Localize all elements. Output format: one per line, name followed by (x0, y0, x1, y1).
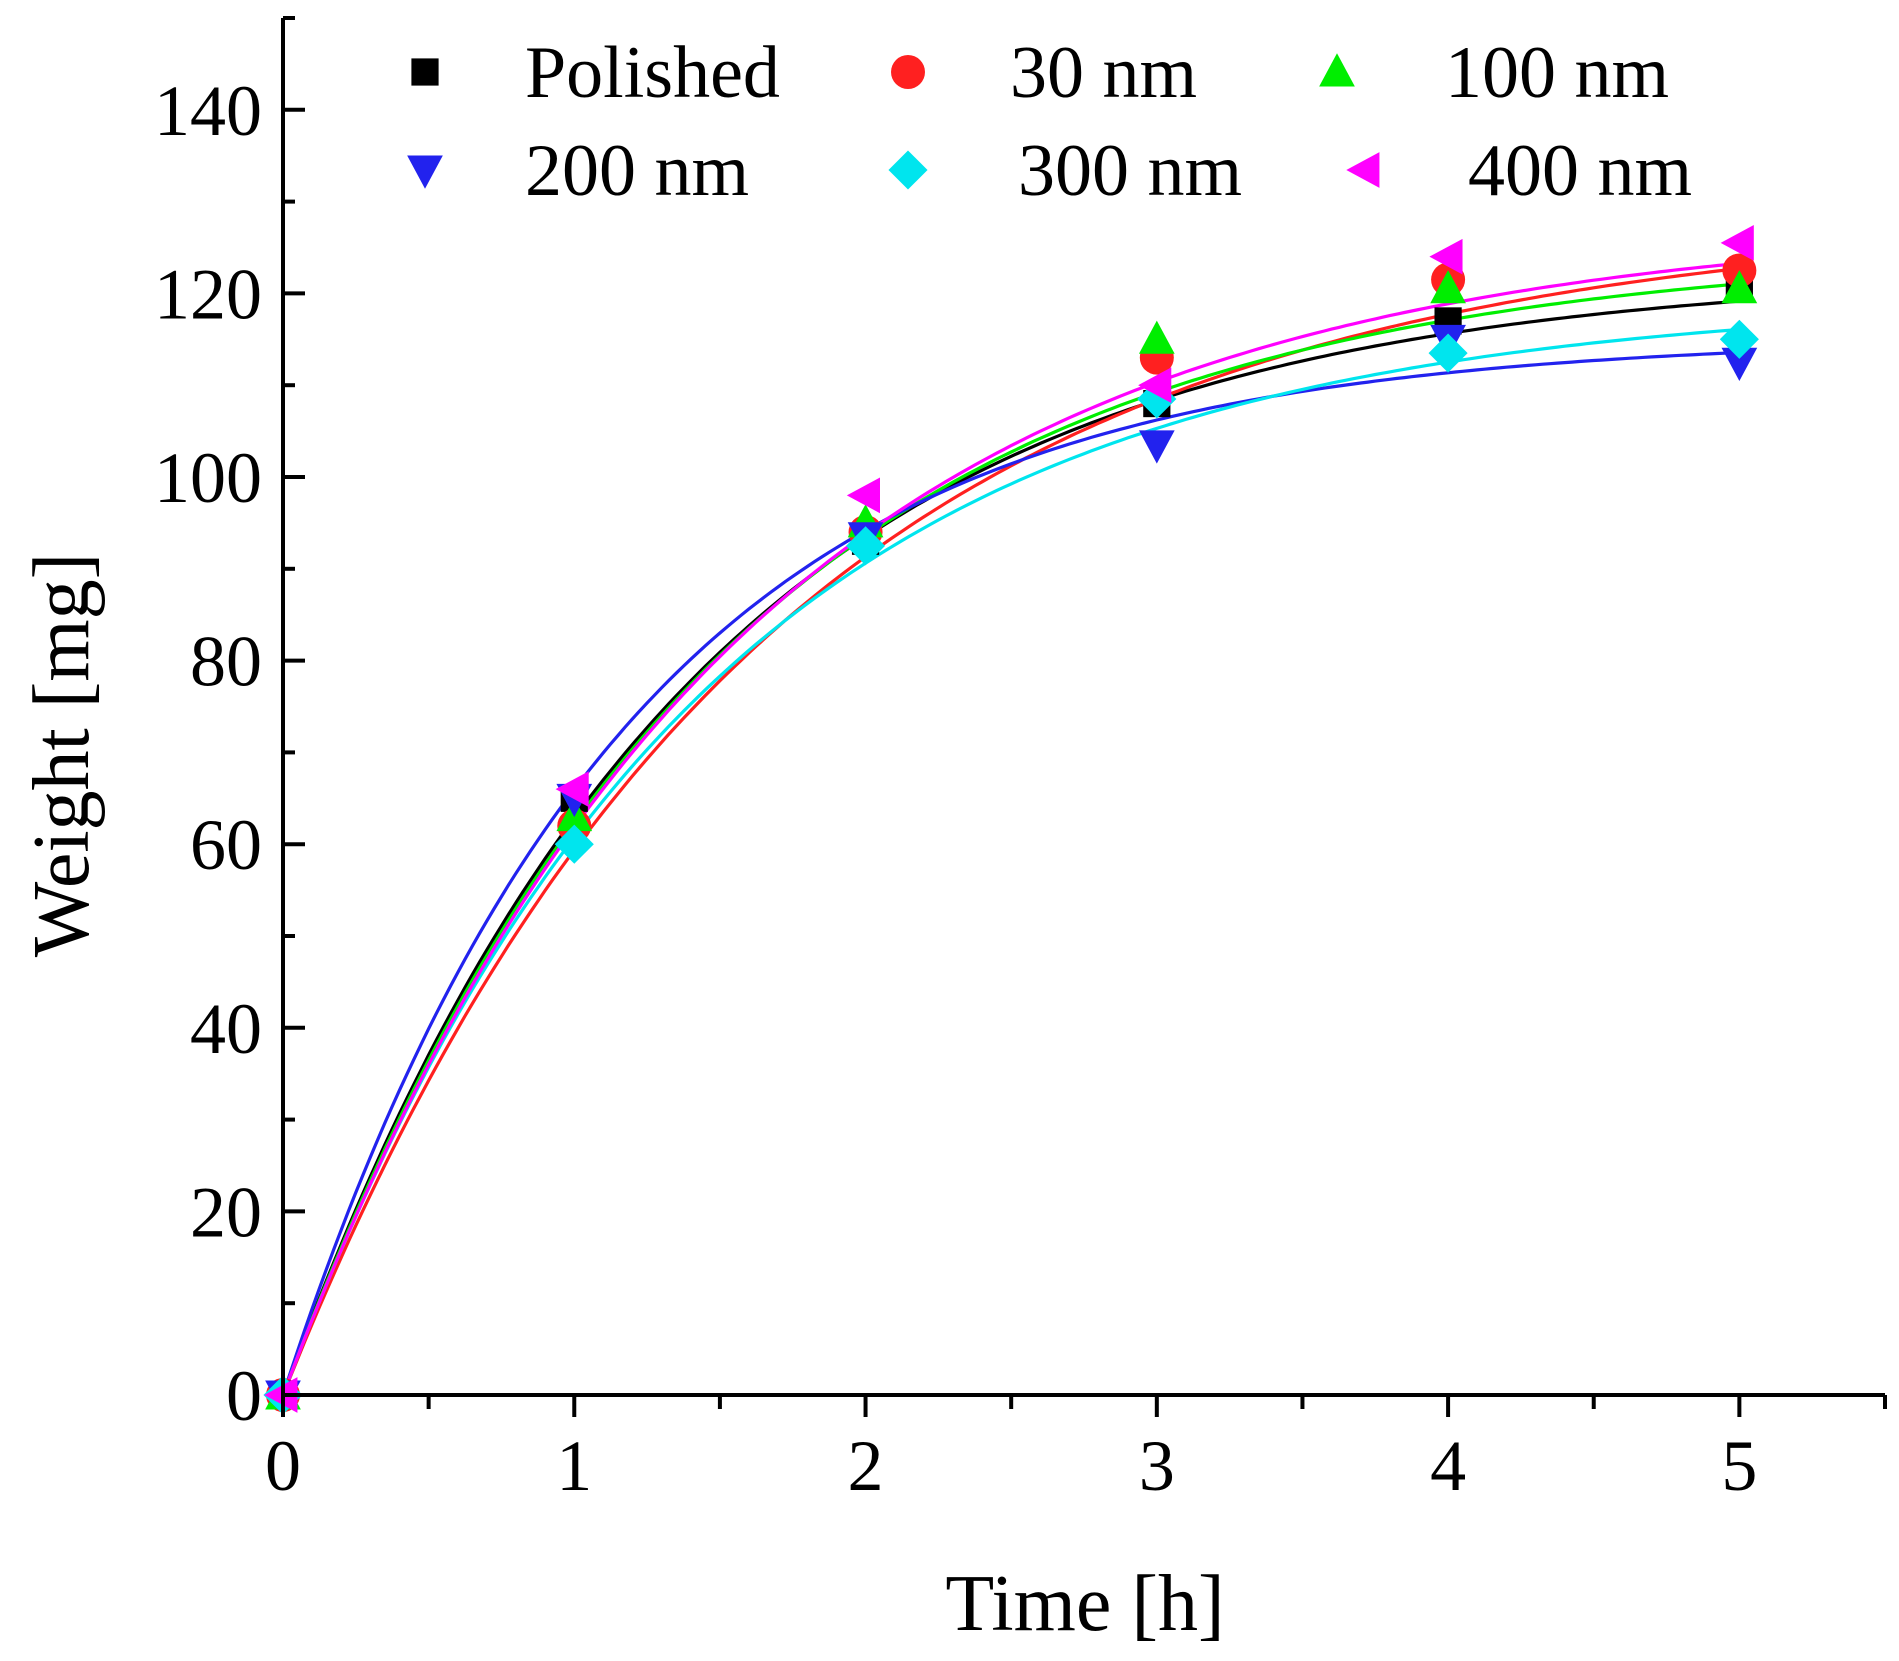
y-axis: 0 20 40 60 80 100 120 140 (154, 16, 305, 1436)
legend-marker-200-nm (407, 155, 443, 189)
data-point (1719, 319, 1759, 359)
series-100-nm (265, 270, 1758, 1410)
data-point (1721, 347, 1758, 381)
legend-item-400-nm: 400 nm (1346, 130, 1692, 212)
fit-curve-400-nm (281, 261, 1740, 1396)
y-tick-label: 60 (190, 805, 262, 885)
y-tick-label: 40 (190, 989, 262, 1069)
legend-marker-400-nm (1346, 152, 1380, 188)
data-point (554, 824, 594, 864)
fit-curve-100-nm (281, 282, 1740, 1396)
data-point (1138, 320, 1175, 354)
legend-marker-300-nm (888, 150, 928, 190)
legend-item-200-nm: 200 nm (407, 130, 749, 212)
legend-label-30-nm: 30 nm (1010, 32, 1197, 114)
fit-curve-300-nm (281, 327, 1740, 1396)
fit-curve-30-nm (281, 266, 1740, 1396)
data-point (1138, 430, 1175, 464)
y-tick-label: 0 (226, 1356, 262, 1436)
legend-label-400-nm: 400 nm (1468, 130, 1692, 212)
x-tick-label: 4 (1430, 1426, 1466, 1506)
legend-marker-100-nm (1319, 53, 1355, 87)
data-point (264, 1377, 298, 1413)
x-ticks: 0 1 2 3 4 5 (265, 1395, 1887, 1506)
data-point (845, 526, 886, 566)
fit-curves (281, 261, 1740, 1396)
series-400-nm (264, 225, 1754, 1413)
y-tick-label: 20 (190, 1172, 262, 1252)
legend-label-300-nm: 300 nm (1018, 130, 1242, 212)
series-200-nm (265, 324, 1758, 1414)
data-point (846, 477, 880, 514)
y-tick-label: 120 (154, 254, 262, 334)
data-markers (263, 225, 1759, 1415)
fit-curve-polished (281, 299, 1740, 1396)
series-polished (269, 270, 1753, 1409)
data-point (555, 771, 589, 807)
data-point (1430, 270, 1466, 304)
y-tick-label: 140 (154, 71, 262, 151)
fit-curve-200-nm (281, 350, 1740, 1396)
legend-marker-30-nm (891, 55, 925, 89)
series-30-nm (266, 253, 1757, 1412)
legend-item-100-nm: 100 nm (1319, 32, 1669, 114)
data-point (1428, 333, 1468, 373)
y-axis-title: Weight [mg] (18, 553, 106, 958)
x-axis-title: Time [h] (945, 1560, 1224, 1648)
legend-label-polished: Polished (525, 32, 780, 114)
legend-label-200-nm: 200 nm (525, 130, 749, 212)
plot-area (263, 225, 1759, 1415)
legend-marker-polished (411, 58, 439, 86)
data-point (1721, 270, 1758, 304)
legend-label-100-nm: 100 nm (1445, 32, 1669, 114)
data-point (1720, 225, 1754, 261)
data-point (1429, 238, 1463, 275)
y-ticks: 0 20 40 60 80 100 120 140 (154, 16, 305, 1436)
y-tick-label: 100 (154, 438, 262, 518)
legend-item-polished: Polished (411, 32, 780, 114)
legend-item-30-nm: 30 nm (891, 32, 1197, 114)
x-tick-label: 0 (265, 1426, 301, 1506)
x-tick-label: 3 (1139, 1426, 1175, 1506)
x-tick-label: 2 (848, 1426, 884, 1506)
y-tick-label: 80 (190, 622, 262, 702)
x-tick-label: 1 (556, 1426, 592, 1506)
x-tick-label: 5 (1721, 1426, 1757, 1506)
x-axis: 0 1 2 3 4 5 (265, 1393, 1887, 1506)
legend: Polished 30 nm 100 nm 200 nm 300 nm 400 nm (407, 32, 1692, 212)
legend-item-300-nm: 300 nm (888, 130, 1242, 212)
data-point (1138, 367, 1172, 404)
